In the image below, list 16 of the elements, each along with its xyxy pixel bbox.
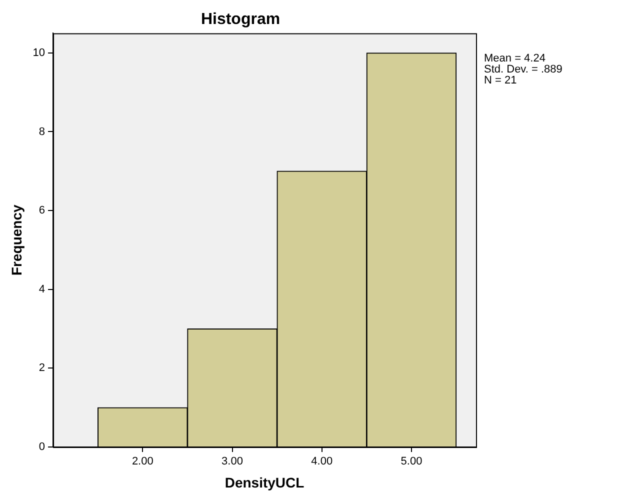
y-tick-label: 0 [38, 441, 46, 454]
y-axis-title: Frequency [8, 204, 24, 276]
x-tick-label: 3.00 [222, 456, 243, 468]
x-tick-label: 2.00 [132, 456, 154, 468]
x-tick-label: 4.00 [311, 456, 333, 468]
y-tick-label: 4 [38, 283, 46, 296]
text: Mean = 4.24 [484, 52, 546, 65]
y-tick-label: 8 [38, 126, 46, 138]
x-axis-title: DensityUCL [224, 474, 305, 490]
chart-title: Histogram [200, 11, 280, 28]
text: N = 21 [484, 74, 517, 87]
x-tick-label: 5.00 [400, 456, 422, 468]
y-tick-label: 6 [38, 204, 46, 217]
y-tick-label: 2 [38, 362, 46, 374]
y-tick-label: 10 [32, 46, 46, 59]
text: Std. Dev. = .889 [484, 64, 562, 76]
